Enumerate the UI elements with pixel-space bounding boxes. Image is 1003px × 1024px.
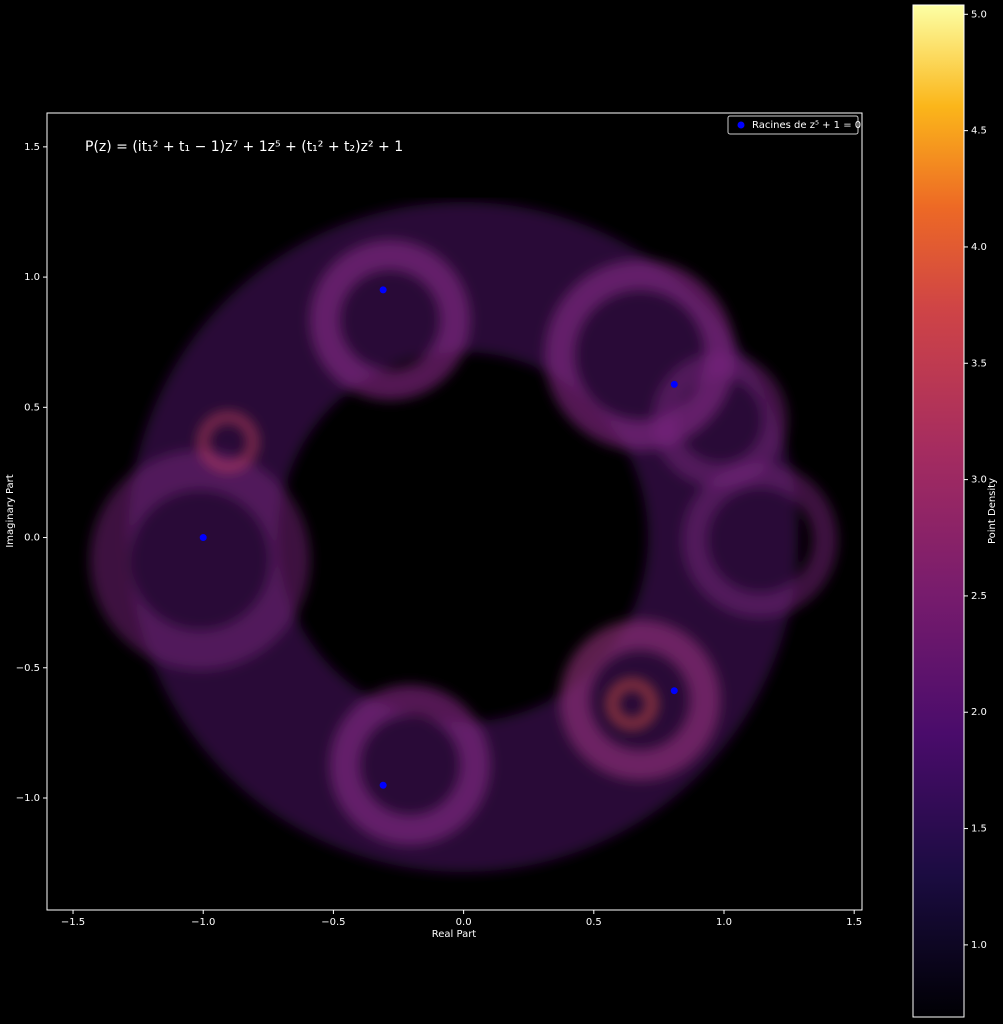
cloud-lobe (310, 240, 470, 400)
root-point (670, 380, 678, 388)
colorbar-tick-label: 2.0 (971, 707, 987, 718)
cloud-lobe (90, 450, 310, 670)
legend-label: Racines de z⁵ + 1 = 0 (752, 120, 861, 131)
colorbar-tick-label: 3.0 (971, 475, 987, 486)
colorbar (912, 4, 965, 1018)
colorbar-tick-label: 4.0 (971, 242, 987, 253)
x-tick-label: 0.5 (586, 917, 602, 928)
colorbar-tick-label: 2.5 (971, 591, 987, 602)
cloud-lobe (560, 620, 720, 780)
annotation: P(z) = (it₁² + t₁ − 1)z⁷ + 1z⁵ + (t₁² + … (85, 139, 403, 155)
y-tick-label: 1.5 (24, 142, 40, 153)
colorbar-tick-label: 1.0 (971, 940, 987, 951)
colorbar-label: Point Density (987, 478, 998, 544)
x-tick-label: −0.5 (321, 917, 345, 928)
cloud-lobe (682, 462, 838, 618)
cloud-lobe (608, 680, 656, 728)
y-tick-label: 0.0 (24, 533, 40, 544)
legend-box (727, 115, 859, 135)
colorbar-tick-label: 4.5 (971, 126, 987, 137)
x-axis-label: Real Part (432, 929, 477, 940)
colorbar-tick-label: 3.5 (971, 358, 987, 369)
plot-frame (46, 112, 863, 911)
y-tick-label: −1.0 (16, 793, 40, 804)
y-axis-label: Imaginary Part (5, 474, 16, 547)
density-cloud (90, 202, 838, 872)
y-tick-label: 1.0 (24, 272, 40, 283)
cloud-lobe (199, 413, 257, 471)
x-tick-label: 1.5 (846, 917, 862, 928)
legend-marker (737, 121, 745, 129)
y-tick-label: −0.5 (16, 663, 40, 674)
root-point (199, 534, 207, 542)
x-tick-label: −1.5 (61, 917, 85, 928)
colorbar-tick-label: 5.0 (971, 9, 987, 20)
cloud-lobe (330, 685, 490, 845)
root-point (379, 781, 387, 789)
x-tick-label: −1.0 (191, 917, 215, 928)
colorbar-tick-label: 1.5 (971, 824, 987, 835)
root-point (379, 286, 387, 294)
y-tick-label: 0.5 (24, 402, 40, 413)
root-point (670, 687, 678, 695)
x-tick-label: 1.0 (716, 917, 732, 928)
x-tick-label: 0.0 (456, 917, 472, 928)
